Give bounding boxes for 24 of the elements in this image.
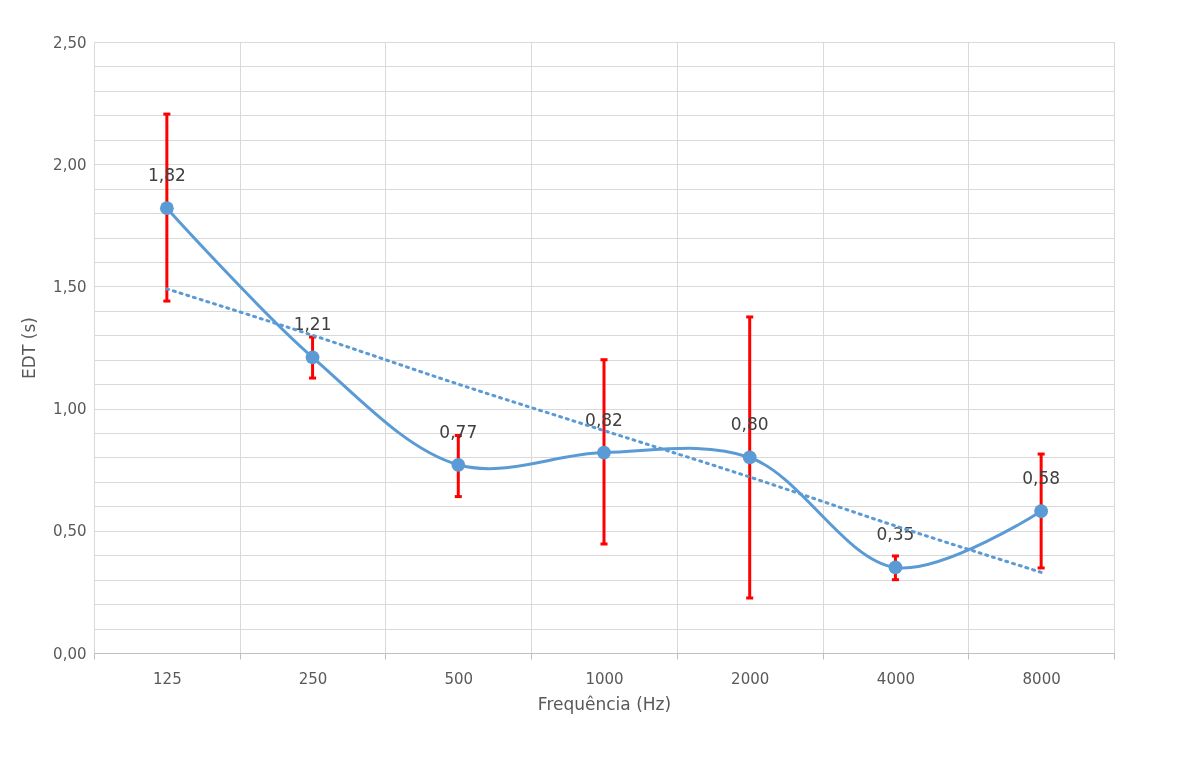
x-tick-label: 250	[298, 669, 328, 688]
y-tick-label: 1,00	[53, 400, 87, 419]
x-tick-label: 125	[153, 669, 182, 688]
x-axis-title: Frequência (Hz)	[537, 693, 672, 714]
y-tick-label: 1,50	[53, 277, 87, 296]
data-label: 1,21	[293, 314, 332, 335]
y-tick-label: 2,50	[53, 33, 87, 52]
x-tick-label: 2000	[731, 669, 770, 688]
x-tick-label: 500	[444, 669, 474, 688]
point	[305, 350, 320, 365]
point	[159, 201, 174, 216]
x-tick-label: 1000	[585, 669, 624, 688]
data-label: 0,77	[439, 421, 478, 442]
point	[742, 450, 757, 465]
x-tick-label: 4000	[876, 669, 916, 688]
y-tick-label: 2,00	[53, 155, 87, 174]
point	[888, 560, 903, 575]
point	[597, 445, 611, 460]
y-axis-title: EDT (s)	[19, 317, 40, 379]
y-tick-label: 0,50	[53, 522, 87, 541]
point	[451, 457, 466, 472]
x-tick-label: 8000	[1022, 669, 1061, 688]
point	[1034, 504, 1049, 519]
y-tick-label: 0,00	[53, 644, 87, 663]
